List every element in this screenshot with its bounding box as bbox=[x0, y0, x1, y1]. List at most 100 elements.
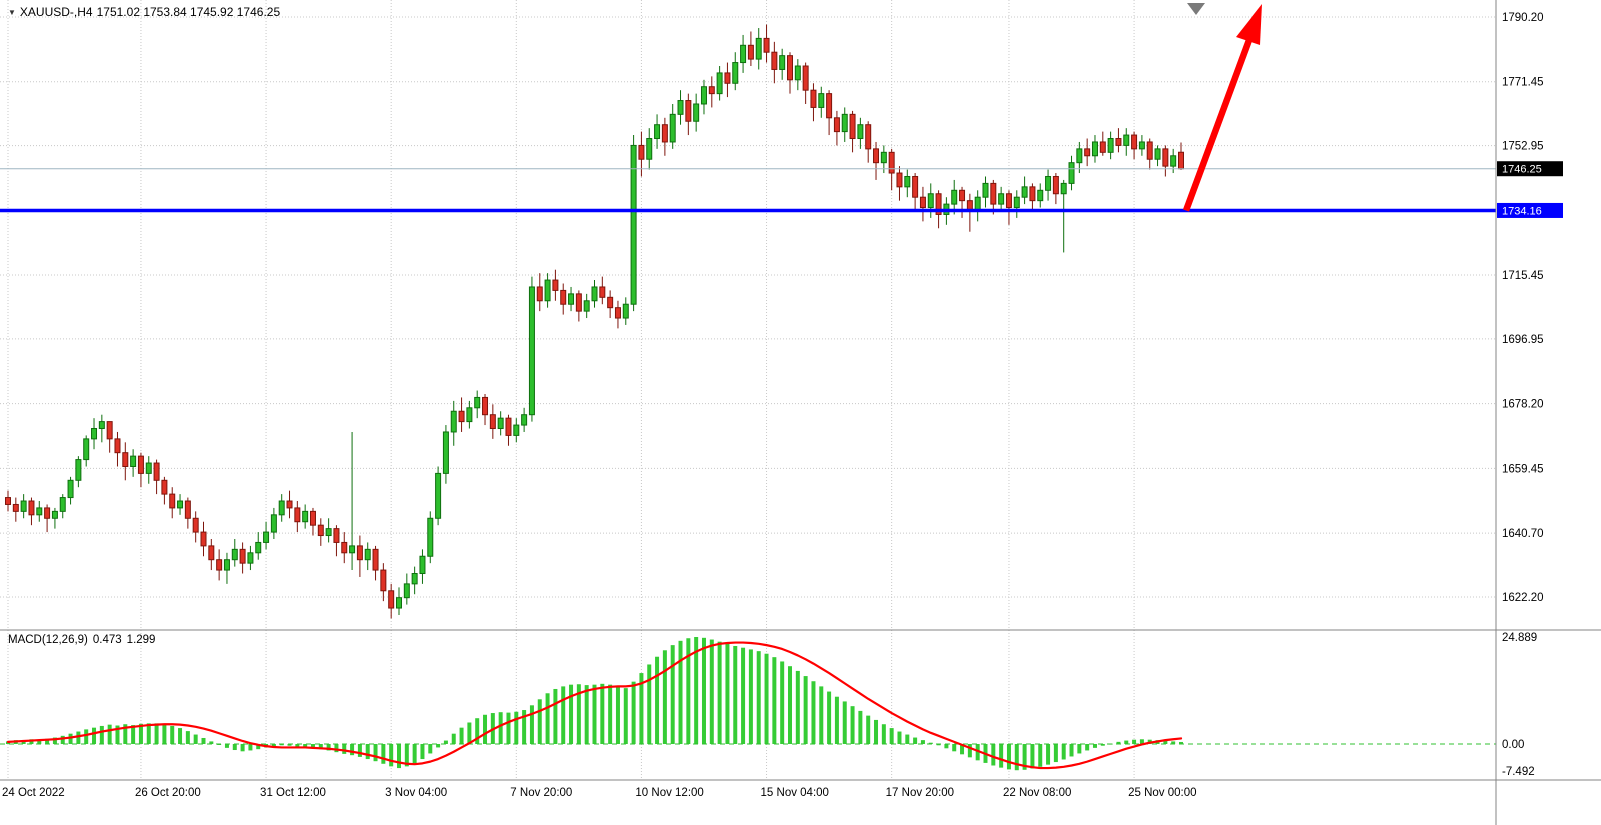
price-axis-label: 1659.45 bbox=[1502, 463, 1544, 475]
macd-histogram-bar bbox=[498, 712, 503, 744]
candle bbox=[364, 548, 371, 561]
candle bbox=[145, 462, 152, 474]
horizontal-line-price-tag-label: 1734.16 bbox=[1502, 205, 1542, 217]
candle bbox=[685, 100, 692, 122]
candle bbox=[614, 307, 621, 319]
macd-histogram-bar bbox=[295, 744, 300, 748]
candle bbox=[638, 144, 645, 160]
candle bbox=[317, 524, 324, 537]
candle bbox=[528, 286, 535, 416]
macd-histogram-bar bbox=[310, 744, 315, 748]
macd-histogram-bar bbox=[670, 645, 675, 744]
macd-histogram-bar bbox=[1171, 741, 1176, 744]
candle bbox=[419, 555, 426, 575]
macd-histogram-bar bbox=[52, 737, 57, 744]
candle bbox=[693, 103, 700, 122]
macd-histogram-bar bbox=[123, 724, 128, 744]
candle bbox=[67, 479, 74, 499]
ohlc-values: 1751.02 1753.84 1745.92 1746.25 bbox=[96, 5, 281, 19]
annotation-layer[interactable] bbox=[1182, 3, 1262, 212]
candle bbox=[677, 100, 684, 115]
candle bbox=[12, 503, 19, 512]
candle bbox=[896, 172, 903, 188]
candle bbox=[1138, 141, 1145, 150]
window-menu-icon[interactable]: ▼ bbox=[8, 8, 16, 18]
macd-histogram-bar bbox=[678, 640, 683, 744]
candle bbox=[294, 507, 301, 523]
macd-histogram-bar bbox=[443, 740, 448, 744]
time-axis-label: 31 Oct 12:00 bbox=[260, 787, 326, 799]
macd-histogram-bar bbox=[389, 744, 394, 767]
candle bbox=[802, 65, 809, 91]
candle bbox=[403, 583, 410, 599]
candle bbox=[646, 138, 653, 160]
macd-histogram-bar bbox=[647, 664, 652, 744]
candle bbox=[755, 37, 762, 60]
candle bbox=[661, 124, 668, 143]
macd-histogram-bar bbox=[701, 637, 706, 744]
macd-histogram-bar bbox=[1116, 741, 1121, 744]
trend-arrow-head[interactable] bbox=[1236, 4, 1262, 45]
price-axis-label: 1752.95 bbox=[1502, 141, 1544, 153]
current-price-tag-label: 1746.25 bbox=[1502, 164, 1542, 176]
candle bbox=[20, 500, 27, 512]
trend-arrow-shaft[interactable] bbox=[1182, 38, 1253, 212]
macd-histogram-bar bbox=[858, 710, 863, 744]
candle bbox=[450, 410, 457, 433]
candle bbox=[28, 500, 35, 516]
candle bbox=[919, 196, 926, 209]
candle bbox=[177, 500, 184, 509]
macd-histogram-bar bbox=[412, 744, 417, 764]
candle bbox=[935, 193, 942, 215]
candle bbox=[1052, 175, 1059, 195]
macd-histogram-bar bbox=[381, 744, 386, 764]
candle bbox=[1154, 148, 1161, 160]
candle bbox=[599, 286, 606, 298]
macd-histogram-bar bbox=[131, 725, 136, 744]
candle bbox=[552, 279, 559, 291]
macd-histogram-bar bbox=[68, 733, 73, 744]
candle bbox=[521, 414, 528, 426]
horizontal-line-price-tag bbox=[1497, 202, 1563, 218]
macd-histogram-bar bbox=[404, 744, 409, 767]
candle bbox=[826, 93, 833, 119]
macd-histogram-bar bbox=[827, 691, 832, 744]
candle bbox=[333, 528, 340, 543]
macd-histogram-bar bbox=[334, 744, 339, 753]
candle bbox=[286, 500, 293, 509]
candle bbox=[1178, 151, 1184, 170]
candle bbox=[1115, 138, 1122, 146]
macd-histogram-bar bbox=[76, 731, 81, 744]
macd-histogram-bar bbox=[1100, 744, 1105, 746]
macd-histogram-bar bbox=[999, 744, 1004, 768]
macd-histogram-bar bbox=[905, 734, 910, 744]
macd-indicator-label: MACD(12,26,9) 0.473 1.299 bbox=[8, 634, 160, 646]
macd-histogram-bar bbox=[733, 645, 738, 744]
macd-name: MACD(12,26,9) bbox=[8, 634, 88, 646]
candle bbox=[1084, 148, 1091, 157]
candle bbox=[122, 452, 129, 467]
macd-histogram-bar bbox=[608, 684, 613, 744]
macd-histogram-bar bbox=[1046, 744, 1051, 765]
candle bbox=[1123, 134, 1130, 146]
candle bbox=[153, 462, 160, 481]
macd-histogram-bar bbox=[92, 727, 97, 744]
candle bbox=[1076, 148, 1083, 164]
candle bbox=[513, 424, 520, 436]
candle bbox=[435, 472, 442, 519]
macd-histogram-bar bbox=[967, 744, 972, 758]
price-axis-label: 1696.95 bbox=[1502, 334, 1544, 346]
candle bbox=[427, 517, 434, 557]
triangle-marker-icon[interactable] bbox=[1187, 3, 1205, 15]
candle bbox=[1146, 141, 1153, 160]
macd-histogram-bar bbox=[1006, 744, 1011, 770]
macd-histogram-bar bbox=[522, 710, 527, 744]
price-axis-label: 1790.20 bbox=[1502, 12, 1544, 24]
candle bbox=[1021, 186, 1028, 198]
price-line-layer[interactable] bbox=[0, 168, 1496, 213]
macd-histogram-bar bbox=[357, 744, 362, 757]
candle bbox=[474, 396, 481, 409]
